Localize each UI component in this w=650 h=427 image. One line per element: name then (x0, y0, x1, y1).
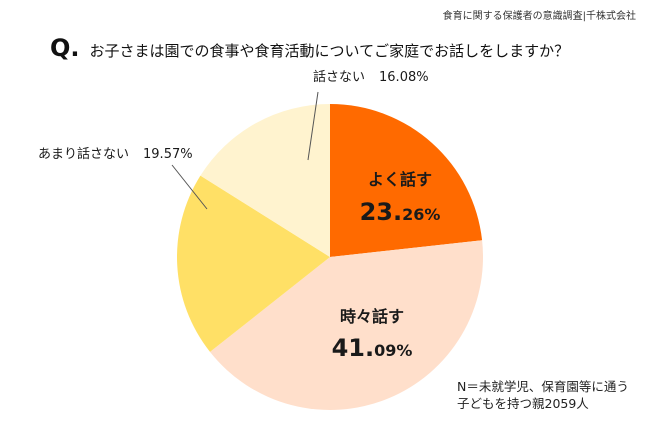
leader-line (171, 164, 208, 210)
pie-slice (177, 175, 330, 352)
question-header: Q. お子さまは園での食事や食育活動についてご家庭でお話しをしますか？ (50, 34, 569, 62)
slice-callout-label: 話さない 16.08% (313, 69, 429, 85)
pie-slice (209, 240, 483, 410)
slice-label: 時々話す (340, 307, 404, 326)
slice-callout-value: 19.57% (143, 147, 193, 162)
slice-value-small: 26% (402, 205, 440, 224)
slice-callout-label: あまり話さない 19.57% (38, 146, 193, 162)
slice-label: よく話す (368, 170, 432, 189)
slice-value-label: 41.09% (332, 334, 413, 362)
slice-callout-name: 話さない (313, 69, 365, 85)
slice-value-main: 23. (360, 198, 403, 226)
pie-slice (330, 104, 483, 257)
slice-callout-name: あまり話さない (38, 146, 129, 162)
sample-note-line-2: 子どもを持つ親2059人 (457, 396, 589, 411)
question-text: お子さまは園での食事や食育活動についてご家庭でお話しをしますか？ (89, 42, 570, 60)
slice-value-label: 23.26% (360, 198, 441, 226)
slice-value-main: 41. (332, 334, 375, 362)
source-credit: 食育に関する保護者の意識調査|千株式会社 (442, 11, 636, 22)
slice-value-small: 09% (374, 341, 412, 360)
sample-note: N＝未就学児、保育園等に通う 子どもを持つ親2059人 (457, 378, 629, 412)
sample-note-line-1: N＝未就学児、保育園等に通う (457, 379, 629, 394)
pie-slice (200, 104, 330, 257)
question-marker: Q. (50, 34, 80, 62)
slice-callout-value: 16.08% (379, 70, 429, 85)
leader-line (307, 91, 319, 161)
